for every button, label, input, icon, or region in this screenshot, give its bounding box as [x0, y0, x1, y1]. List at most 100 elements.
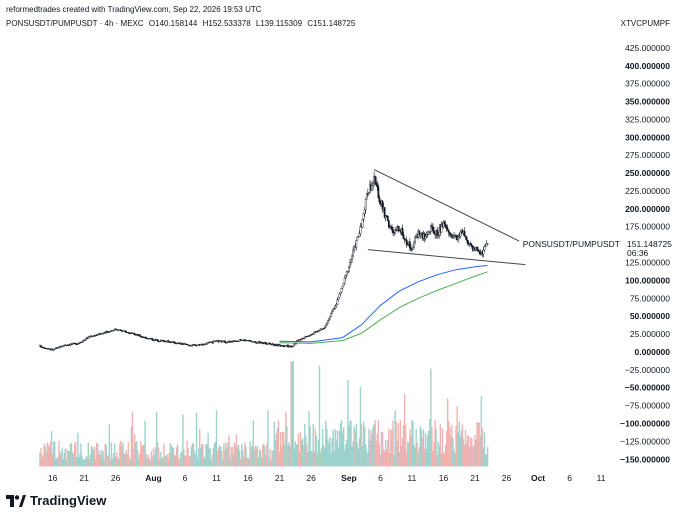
- volume-bar: [97, 443, 99, 467]
- volume-bar: [206, 444, 208, 467]
- x-tick-label: 6: [183, 473, 188, 483]
- candle-body: [432, 226, 434, 232]
- volume-bar: [472, 446, 474, 467]
- volume-bar: [296, 444, 299, 467]
- trendline-upper[interactable]: [373, 169, 520, 242]
- candle-body: [342, 282, 345, 287]
- volume-bar: [358, 438, 361, 467]
- volume-bar: [193, 450, 196, 467]
- volume-bar: [297, 433, 300, 467]
- volume-bar: [314, 428, 316, 467]
- volume-bar: [423, 448, 426, 467]
- volume-bar: [57, 456, 59, 467]
- candle-body: [332, 309, 335, 312]
- volume-bar: [68, 451, 71, 467]
- volume-bar: [375, 440, 377, 467]
- candle-body: [374, 176, 377, 183]
- volume-bar: [434, 419, 436, 467]
- candle-body: [393, 232, 395, 234]
- candle-body: [261, 341, 264, 344]
- candle-body: [375, 182, 378, 186]
- candle-body: [385, 215, 388, 217]
- volume-bar: [161, 458, 163, 467]
- volume-bar: [483, 431, 486, 467]
- tradingview-logo[interactable]: TradingView: [6, 493, 106, 508]
- candle-body: [470, 244, 473, 247]
- candle-body: [302, 337, 305, 339]
- candle-body: [376, 184, 379, 188]
- volume-bar: [274, 440, 277, 467]
- volume-bar: [236, 447, 239, 467]
- candle-body: [54, 347, 57, 350]
- candle-body: [452, 235, 454, 238]
- volume-bar: [165, 456, 167, 467]
- candle-body: [403, 238, 406, 240]
- candle-body: [53, 348, 56, 350]
- candle-body: [387, 220, 390, 228]
- candle-body: [425, 234, 428, 237]
- volume-bar: [279, 432, 282, 467]
- symbol-label[interactable]: PONSUSDT/PUMPUSDT · 4h · MEXC: [6, 19, 144, 28]
- volume-bar: [425, 448, 428, 467]
- x-tick-label: Aug: [145, 473, 162, 483]
- volume-bar: [430, 368, 432, 467]
- volume-bar: [129, 459, 132, 467]
- volume-bar: [280, 446, 283, 467]
- volume-bar: [346, 440, 348, 467]
- volume-bar: [62, 459, 64, 467]
- volume-bar: [481, 428, 484, 467]
- candle-body: [352, 249, 355, 257]
- trendlines: [367, 169, 526, 266]
- volume-bar: [48, 446, 51, 467]
- volume-bar: [313, 451, 315, 467]
- volume-bar: [151, 456, 154, 467]
- volume-bar: [216, 450, 219, 467]
- x-tick-label: 6: [567, 473, 572, 483]
- volume-bar: [289, 446, 291, 467]
- volume-bar: [462, 438, 465, 467]
- volume-bar: [386, 449, 388, 467]
- y-tick-label: 75.000000: [630, 293, 670, 303]
- volume-bar: [311, 451, 313, 467]
- volume-bar: [291, 361, 293, 467]
- candle-body: [358, 233, 361, 237]
- y-tick-label: −150.000000: [620, 454, 670, 464]
- x-tick-label: 21: [470, 473, 480, 483]
- volume-bar: [217, 447, 220, 467]
- x-tick-label: 16: [243, 473, 253, 483]
- volume-bar: [215, 410, 218, 467]
- volume-bar: [401, 437, 404, 467]
- x-tick-label: 11: [408, 473, 417, 483]
- y-tick-label: −125.000000: [620, 436, 670, 446]
- candle-body: [281, 345, 284, 347]
- volume-bar: [477, 422, 479, 467]
- volume-bar: [379, 454, 382, 467]
- candle-body: [336, 299, 339, 305]
- volume-bar: [60, 454, 62, 467]
- candle-body: [365, 193, 368, 200]
- volume-bar: [258, 449, 261, 467]
- volume-bar: [40, 447, 42, 467]
- volume-bar: [445, 431, 448, 467]
- volume-bar: [406, 452, 408, 467]
- volume-bar: [381, 432, 384, 467]
- candle-body: [411, 249, 413, 251]
- volume-bar: [339, 423, 342, 467]
- candle-body: [405, 239, 408, 245]
- volume-bar: [101, 449, 103, 467]
- volume-bar: [238, 450, 241, 467]
- candle-body: [413, 241, 415, 248]
- volume-bar: [52, 441, 55, 467]
- low-value: L139.115309: [255, 19, 303, 28]
- x-tick-label: 26: [502, 473, 512, 483]
- volume-bar: [329, 436, 331, 467]
- volume-bar: [106, 455, 108, 467]
- volume-bar: [249, 441, 251, 467]
- candle-body: [82, 340, 84, 342]
- volume-bar: [435, 428, 437, 467]
- x-axis: 16 21 26 Aug 6 11 16 21 26 Sep 6 11 16 21 26 Oct 6 11: [48, 473, 606, 483]
- trendline-lower[interactable]: [367, 249, 526, 266]
- volume-bar: [428, 430, 430, 467]
- volume-bar: [82, 460, 84, 467]
